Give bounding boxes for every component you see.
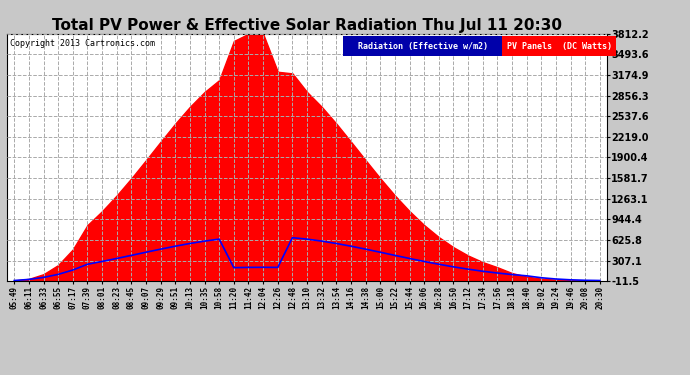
Text: Radiation (Effective w/m2): Radiation (Effective w/m2) (357, 42, 488, 51)
Bar (343, 36, 502, 56)
Text: Copyright 2013 Cartronics.com: Copyright 2013 Cartronics.com (10, 39, 155, 48)
Bar (502, 36, 616, 56)
Text: PV Panels  (DC Watts): PV Panels (DC Watts) (506, 42, 611, 51)
Title: Total PV Power & Effective Solar Radiation Thu Jul 11 20:30: Total PV Power & Effective Solar Radiati… (52, 18, 562, 33)
